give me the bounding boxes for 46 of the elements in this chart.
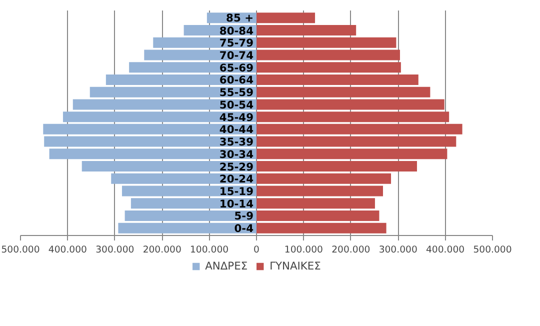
x-tick-label: 0 [254, 244, 260, 256]
bar [256, 222, 386, 234]
x-tick-label: 400.000 [426, 244, 465, 256]
y-tick-label: 10-14 [219, 197, 254, 210]
x-tick-label: 400.000 [48, 244, 88, 256]
y-tick-label: 30-34 [219, 148, 254, 161]
bar [82, 161, 256, 172]
legend-label: ΓΥΝΑΙΚΕΣ [270, 260, 321, 272]
y-tick-label: 40-44 [219, 123, 254, 136]
y-tick-label: 60-64 [219, 74, 254, 87]
y-tick-label: 75-79 [219, 36, 254, 50]
x-tick-label: 200.000 [332, 244, 370, 256]
x-tick-label: 200.000 [142, 244, 182, 256]
y-tick-label: 15-19 [219, 184, 254, 198]
y-tick-label: 65-69 [219, 61, 254, 74]
bar [256, 198, 375, 209]
y-tick-label: 25-29 [219, 160, 254, 174]
bar [256, 74, 418, 85]
bar [256, 112, 450, 122]
x-tick-label: 500.000 [1, 244, 40, 256]
bar [256, 12, 316, 24]
x-tick-label: 500.000 [473, 244, 512, 256]
bar [256, 124, 462, 134]
y-tick-label: 5-9 [234, 210, 254, 223]
y-tick-label: 45-49 [219, 110, 254, 124]
x-tick-label: 300.000 [378, 244, 418, 256]
x-tick-label: 100.000 [284, 244, 324, 256]
bar [118, 222, 256, 234]
bar [256, 37, 396, 48]
x-tick-label: 300.000 [96, 244, 134, 256]
legend-label: ΑΝΔΡΕΣ [205, 260, 248, 272]
bar [256, 210, 380, 221]
y-tick-label: 70-74 [219, 49, 254, 62]
y-tick-label: 85 + [226, 11, 254, 24]
bar [124, 210, 256, 221]
bar [256, 25, 356, 36]
bar [256, 161, 417, 172]
y-tick-label: 20-24 [219, 172, 254, 186]
bar [62, 112, 256, 122]
x-tick-label: 100.000 [190, 244, 229, 256]
y-tick-label: 55-59 [219, 86, 254, 100]
y-tick-label: 50-54 [219, 98, 254, 112]
y-tick-label: 80-84 [219, 24, 254, 38]
y-tick-label: 0-4 [234, 222, 254, 236]
y-tick-label: 35-39 [219, 136, 254, 149]
bar [43, 124, 256, 134]
